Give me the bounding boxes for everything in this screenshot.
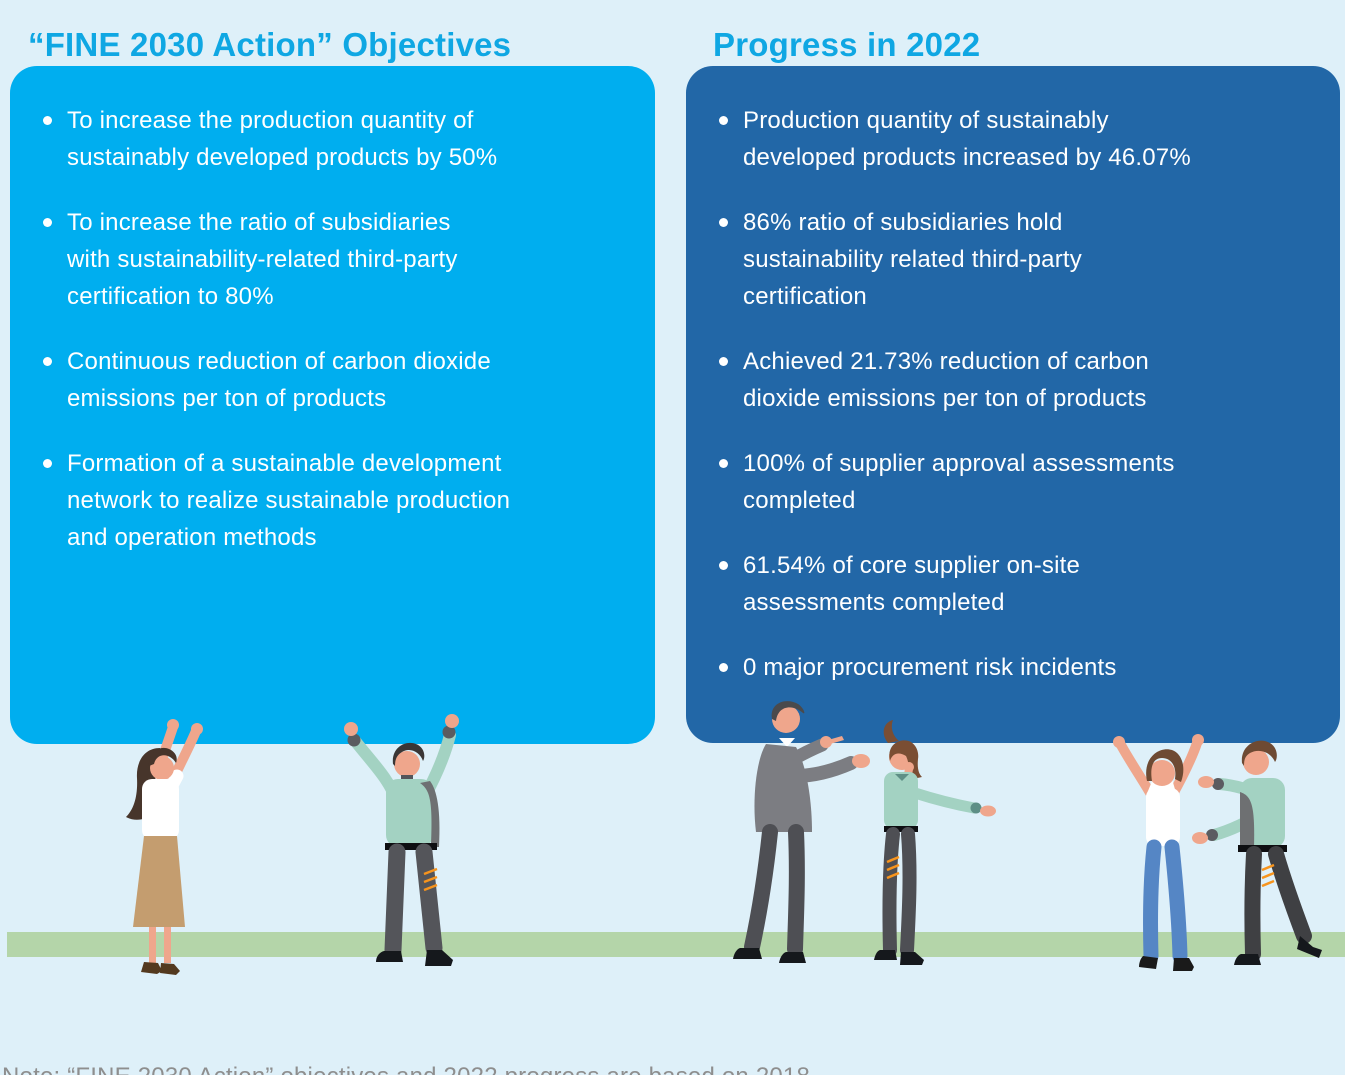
progress-text: Production quantity of sustainably devel… (743, 107, 1191, 171)
bullet-dot (43, 218, 52, 227)
progress-text: 86% ratio of subsidiaries hold sustainab… (743, 209, 1082, 310)
objectives-panel: To increase the production quantity of s… (10, 66, 655, 744)
bullet-dot (43, 116, 52, 125)
objective-item: Continuous reduction of carbon dioxide e… (43, 343, 629, 417)
objective-item: To increase the ratio of subsidiaries wi… (43, 204, 629, 315)
bullet-dot (719, 663, 728, 672)
bullet-dot (719, 561, 728, 570)
progress-item: Production quantity of sustainably devel… (719, 102, 1314, 176)
illustration-woman-gesturing (874, 720, 996, 965)
bullet-dot (719, 116, 728, 125)
progress-heading: Progress in 2022 (713, 26, 981, 64)
bullet-dot (719, 218, 728, 227)
progress-text: 61.54% of core supplier on-site assessme… (743, 552, 1081, 616)
progress-item: 100% of supplier approval assessments co… (719, 445, 1314, 519)
progress-item: 61.54% of core supplier on-site assessme… (719, 547, 1314, 621)
progress-item: 0 major procurement risk incidents (719, 649, 1314, 686)
objective-text: Continuous reduction of carbon dioxide e… (67, 348, 491, 412)
objective-item: Formation of a sustainable development n… (43, 445, 629, 556)
objective-item: To increase the production quantity of s… (43, 102, 629, 176)
progress-item: 86% ratio of subsidiaries hold sustainab… (719, 204, 1314, 315)
objectives-list: To increase the production quantity of s… (10, 66, 655, 556)
objective-text: To increase the ratio of subsidiaries wi… (67, 209, 458, 310)
progress-panel: Production quantity of sustainably devel… (686, 66, 1340, 743)
objectives-heading: “FINE 2030 Action” Objectives (28, 26, 512, 64)
bullet-dot (719, 357, 728, 366)
bullet-dot (43, 459, 52, 468)
bullet-dot (719, 459, 728, 468)
ground-strip (7, 932, 1345, 957)
progress-text: 0 major procurement risk incidents (743, 654, 1117, 681)
objective-text: To increase the production quantity of s… (67, 107, 498, 171)
progress-text: Achieved 21.73% reduction of carbon diox… (743, 348, 1149, 412)
progress-text: 100% of supplier approval assessments co… (743, 450, 1175, 514)
progress-item: Achieved 21.73% reduction of carbon diox… (719, 343, 1314, 417)
illustration-man-celebrating (344, 714, 459, 966)
objective-text: Formation of a sustainable development n… (67, 450, 511, 551)
note-text: Note: “FINE 2030 Action” objectives and … (2, 1062, 810, 1075)
bullet-dot (43, 357, 52, 366)
progress-list: Production quantity of sustainably devel… (686, 66, 1340, 686)
